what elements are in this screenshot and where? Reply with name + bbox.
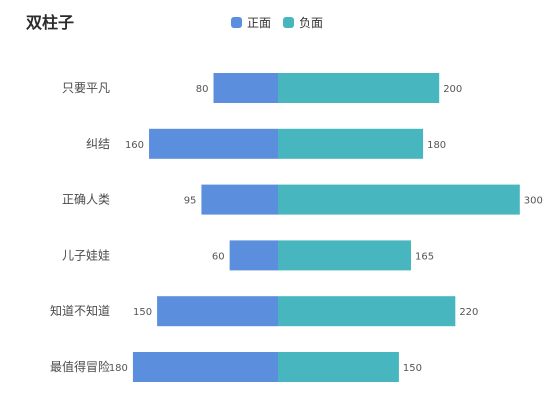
bar-positive[interactable] xyxy=(157,296,278,327)
bar-positive[interactable] xyxy=(201,184,278,215)
legend-swatch-positive xyxy=(231,17,242,28)
bar-negative[interactable] xyxy=(278,73,440,103)
bar-negative[interactable] xyxy=(278,128,424,159)
legend-item-negative[interactable]: 负面 xyxy=(283,14,323,31)
category-label: 儿子娃娃 xyxy=(62,248,110,262)
category-label: 纠结 xyxy=(86,137,110,151)
value-label-negative: 220 xyxy=(459,307,478,318)
value-label-positive: 95 xyxy=(184,196,197,207)
legend-item-positive[interactable]: 正面 xyxy=(231,14,271,31)
bar-positive[interactable] xyxy=(213,73,278,103)
category-label: 知道不知道 xyxy=(50,304,110,318)
category-label: 最值得冒险 xyxy=(50,359,110,374)
bar-positive[interactable] xyxy=(149,128,278,159)
value-label-negative: 180 xyxy=(427,140,446,151)
bar-positive[interactable] xyxy=(229,240,278,271)
chart-title: 双柱子 xyxy=(26,13,75,32)
value-label-negative: 150 xyxy=(403,363,422,374)
bar-negative[interactable] xyxy=(278,184,520,215)
category-label: 正确人类 xyxy=(62,193,110,207)
value-label-positive: 60 xyxy=(212,251,225,262)
value-label-positive: 150 xyxy=(133,307,152,318)
value-label-positive: 80 xyxy=(196,84,209,95)
value-label-negative: 300 xyxy=(524,196,543,207)
value-label-negative: 200 xyxy=(443,84,462,95)
bar-negative[interactable] xyxy=(278,296,456,327)
legend-label-negative: 负面 xyxy=(299,16,324,30)
bar-positive[interactable] xyxy=(132,352,278,382)
legend-swatch-negative xyxy=(283,17,295,28)
bar-negative[interactable] xyxy=(278,240,411,271)
value-label-negative: 165 xyxy=(415,251,434,262)
value-label-positive: 160 xyxy=(125,140,144,151)
legend-label-positive: 正面 xyxy=(247,16,272,30)
value-label-positive: 180 xyxy=(109,363,128,374)
category-label: 只要平凡 xyxy=(62,81,110,95)
legend: 正面 负面 xyxy=(231,14,323,31)
bar-negative[interactable] xyxy=(278,352,399,382)
